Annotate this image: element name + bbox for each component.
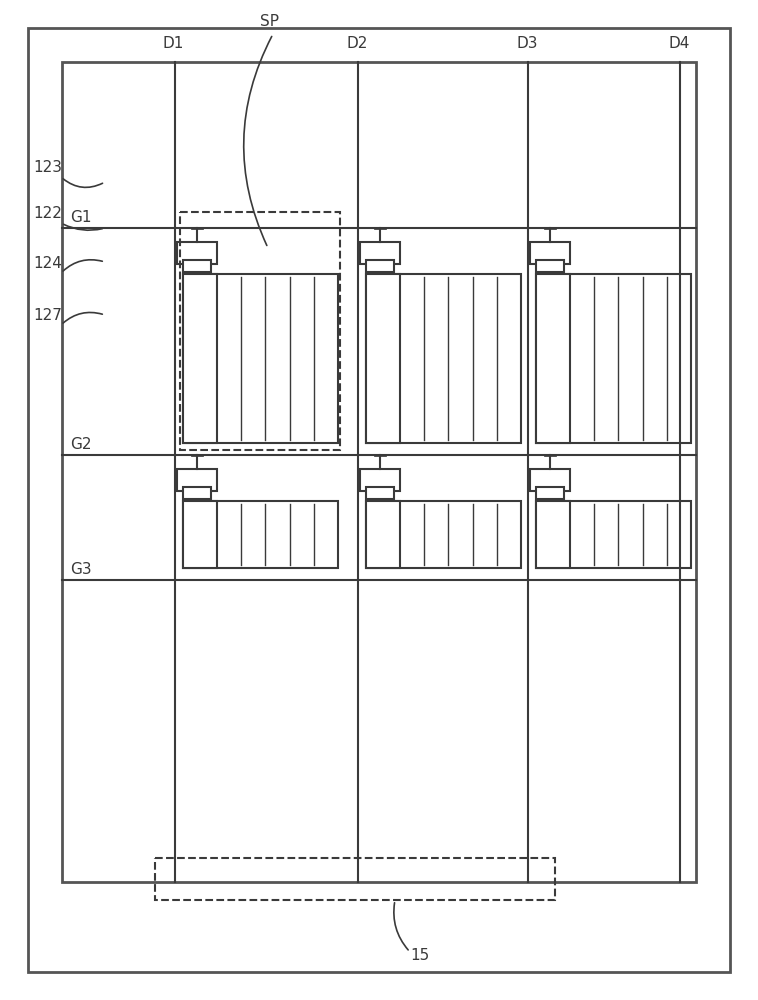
Text: 127: 127	[33, 308, 62, 323]
Bar	[183, 274, 217, 443]
Bar	[155, 858, 555, 900]
Text: 124: 124	[33, 256, 62, 271]
Bar	[183, 487, 211, 499]
Bar	[177, 242, 217, 264]
Bar	[536, 260, 564, 272]
Bar	[366, 501, 400, 568]
Bar	[183, 274, 338, 443]
Text: D2: D2	[346, 36, 368, 51]
Text: 122: 122	[33, 206, 62, 221]
Bar	[177, 469, 217, 491]
Bar	[530, 242, 570, 264]
Text: D3: D3	[516, 36, 537, 51]
Bar	[536, 501, 691, 568]
Bar	[366, 260, 394, 272]
Bar	[366, 274, 400, 443]
Text: D1: D1	[163, 36, 184, 51]
Text: G2: G2	[70, 437, 92, 452]
Bar	[536, 487, 564, 499]
Bar	[180, 212, 340, 450]
Bar	[62, 62, 696, 882]
Bar	[366, 487, 394, 499]
Bar	[536, 274, 570, 443]
Bar	[366, 274, 521, 443]
Bar	[360, 469, 400, 491]
Bar	[536, 274, 691, 443]
Text: D4: D4	[668, 36, 689, 51]
Text: G1: G1	[70, 210, 92, 225]
Bar	[360, 242, 400, 264]
Bar	[366, 501, 521, 568]
Text: G3: G3	[70, 562, 92, 577]
Bar	[530, 469, 570, 491]
Text: 15: 15	[410, 948, 430, 963]
Bar	[536, 501, 570, 568]
Bar	[183, 501, 338, 568]
Bar	[183, 260, 211, 272]
Text: 123: 123	[33, 160, 62, 175]
Text: SP: SP	[260, 14, 279, 29]
Bar	[183, 501, 217, 568]
